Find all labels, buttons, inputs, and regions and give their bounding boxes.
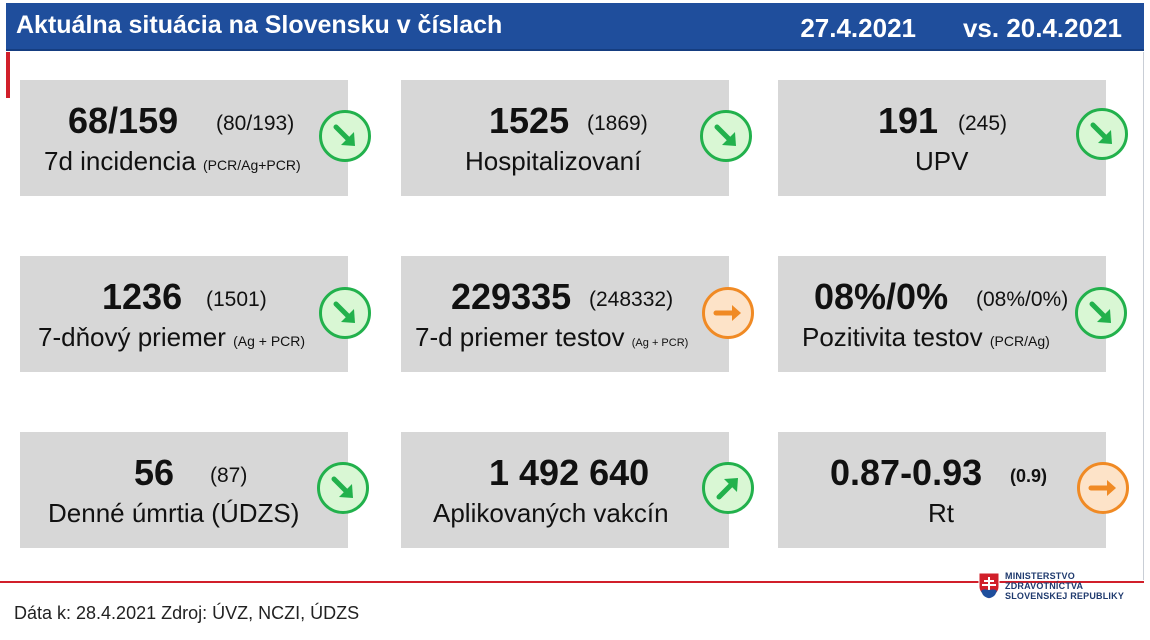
card-sublabel: (Ag + PCR) <box>233 333 306 349</box>
right-divider <box>1143 52 1144 580</box>
card-label: Hospitalizovaní <box>465 146 642 176</box>
trend-down-icon <box>319 287 371 339</box>
card-previous-value: (245) <box>958 112 1008 135</box>
card-sublabel: (Ag + PCR) <box>631 337 689 349</box>
card-sublabel: (PCR/Ag) <box>989 333 1050 349</box>
header-bar: Aktuálna situácia na Slovensku v číslach… <box>6 3 1144 51</box>
card-previous-value: (08%/0%) <box>976 288 1069 311</box>
card-reproduction-number: 0.87-0.93 (0.9) Rt <box>778 432 1129 548</box>
card-value: 0.87-0.93 <box>830 452 983 493</box>
card-previous-value: (0.9) <box>1010 466 1048 486</box>
card-label: UPV <box>915 146 969 176</box>
trend-flat-icon <box>702 287 754 339</box>
report-date: 27.4.2021 <box>800 13 916 43</box>
card-previous-value: (1501) <box>206 288 267 311</box>
card-label: 7d incidencia (PCR/Ag+PCR) <box>44 146 301 176</box>
card-7day-average: 1236 (1501) 7-dňový priemer (Ag + PCR) <box>20 256 371 372</box>
card-previous-value: (248332) <box>589 288 674 311</box>
comparison-date: vs. 20.4.2021 <box>962 13 1122 43</box>
trend-down-icon <box>319 110 371 162</box>
card-value: 1 492 640 <box>489 452 650 493</box>
trend-down-icon <box>700 110 752 162</box>
card-value: 56 <box>134 452 175 493</box>
card-previous-value: (87) <box>210 464 248 487</box>
coat-of-arms-icon <box>978 572 1000 600</box>
card-ventilation: 191 (245) UPV <box>778 80 1128 196</box>
red-accent-bar <box>6 52 10 98</box>
card-label: Denné úmrtia (ÚDZS) <box>48 498 300 528</box>
trend-up-icon <box>702 462 754 514</box>
trend-down-icon <box>1076 108 1128 160</box>
ministry-logo: MINISTERSTVO ZDRAVOTNÍCTVA SLOVENSKEJ RE… <box>978 570 1138 610</box>
card-value: 68/159 <box>68 100 179 141</box>
card-value: 08%/0% <box>814 276 949 317</box>
card-previous-value: (1869) <box>587 112 648 135</box>
card-tests-average: 229335 (248332) 7-d priemer testov (Ag +… <box>401 256 754 372</box>
card-value: 1525 <box>489 100 570 141</box>
trend-down-icon <box>1075 287 1127 339</box>
data-source-note: Dáta k: 28.4.2021 Zdroj: ÚVZ, NCZI, ÚDZS <box>14 603 360 623</box>
card-value: 1236 <box>102 276 183 317</box>
card-label: 7-d priemer testov (Ag + PCR) <box>415 322 689 352</box>
page-title: Aktuálna situácia na Slovensku v číslach <box>16 11 503 39</box>
ministry-name: MINISTERSTVO ZDRAVOTNÍCTVA SLOVENSKEJ RE… <box>1005 571 1125 601</box>
card-sublabel: (PCR/Ag+PCR) <box>203 157 301 173</box>
card-label: Rt <box>928 498 954 528</box>
card-label: Pozitivita testov (PCR/Ag) <box>802 322 1050 352</box>
card-hospitalized: 1525 (1869) Hospitalizovaní <box>401 80 752 196</box>
card-daily-deaths: 56 (87) Denné úmrtia (ÚDZS) <box>20 432 369 548</box>
card-value: 229335 <box>451 276 572 317</box>
card-vaccinations: 1 492 640 Aplikovaných vakcín <box>401 432 754 548</box>
footer-divider <box>0 581 1144 583</box>
card-incidence: 68/159 (80/193) 7d incidencia (PCR/Ag+PC… <box>20 80 371 196</box>
card-previous-value: (80/193) <box>216 112 295 135</box>
card-value: 191 <box>878 100 939 141</box>
card-test-positivity: 08%/0% (08%/0%) Pozitivita testov (PCR/A… <box>778 256 1127 372</box>
trend-flat-icon <box>1077 462 1129 514</box>
card-label: Aplikovaných vakcín <box>433 498 669 528</box>
trend-down-icon <box>317 462 369 514</box>
card-label: 7-dňový priemer (Ag + PCR) <box>38 322 306 352</box>
